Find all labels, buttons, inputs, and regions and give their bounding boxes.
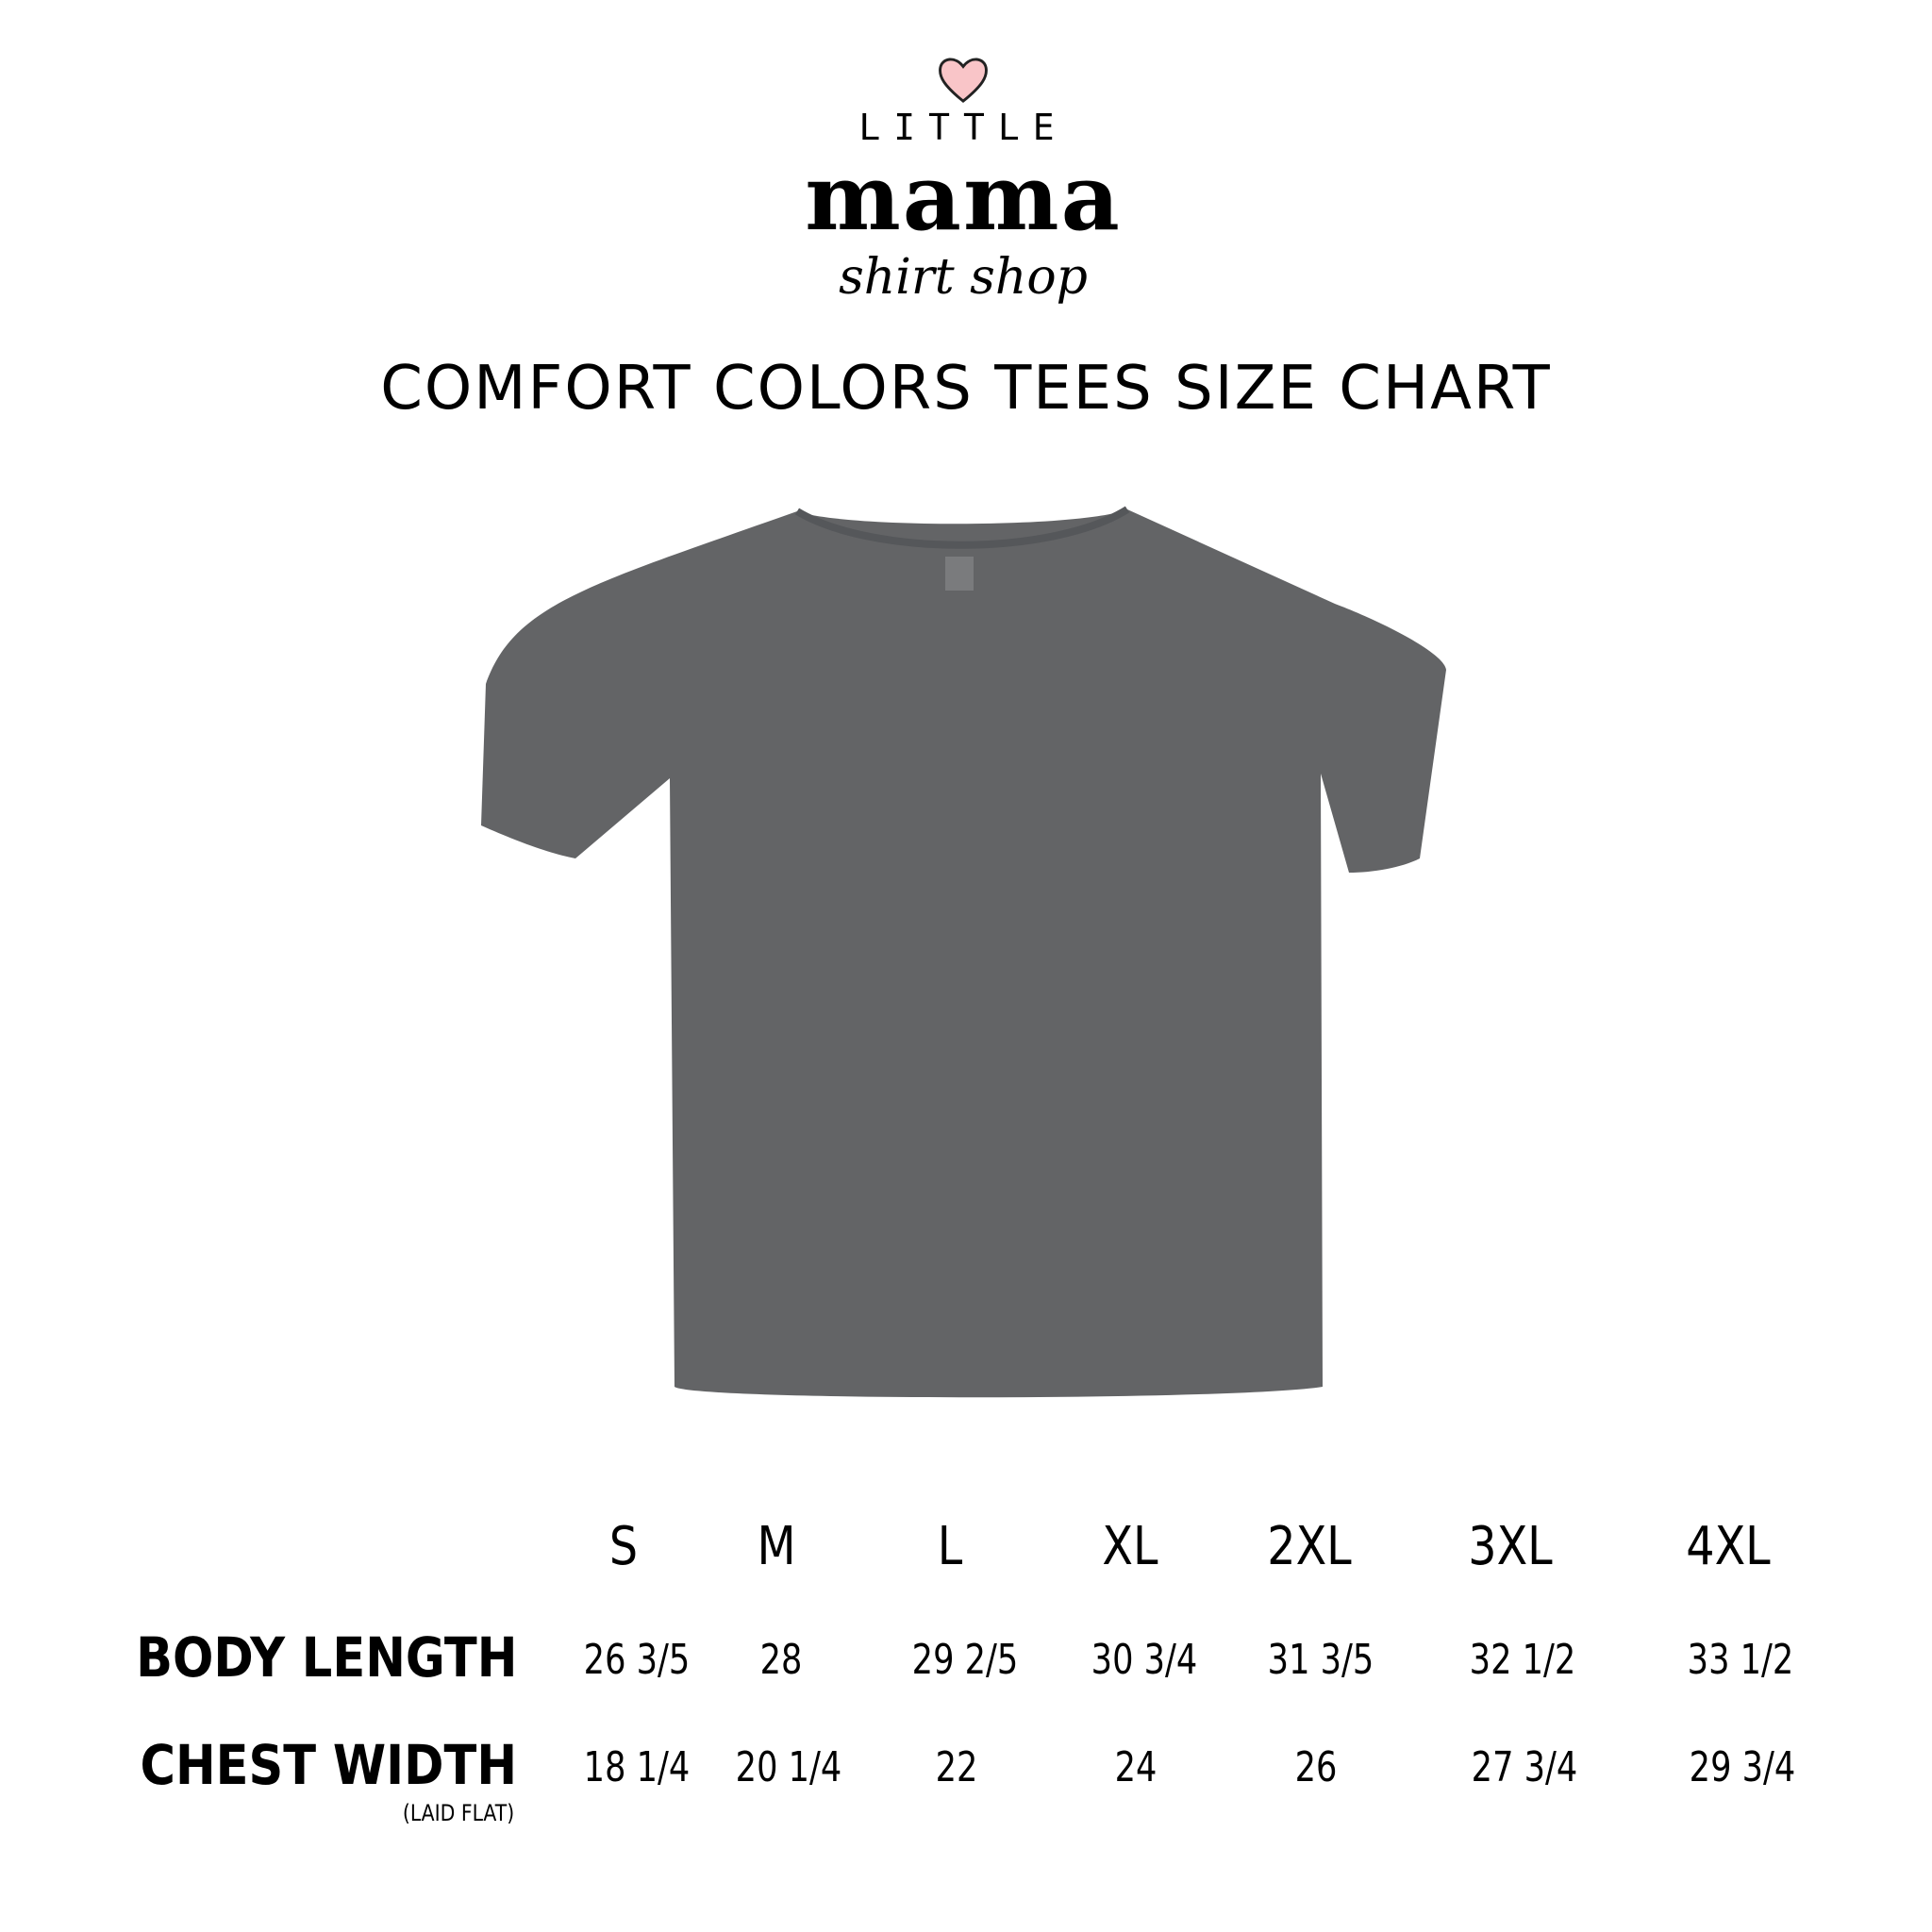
row-label-body-length: BODY LENGTH [135, 1625, 517, 1690]
heart-icon [939, 58, 988, 104]
t-shirt-image [481, 506, 1446, 1398]
logo-shirt-shop: shirt shop [839, 249, 1088, 306]
chest-width-value: 22 [935, 1743, 978, 1791]
body-length-value: 31 3/5 [1267, 1636, 1374, 1684]
chest-width-value: 20 1/4 [735, 1743, 842, 1791]
row-label-chest-width: CHEST WIDTH [140, 1733, 517, 1797]
page-title: COMFORT COLORS TEES SIZE CHART [380, 354, 1552, 424]
logo-mama: mama [805, 144, 1122, 251]
body-length-value: 26 3/5 [583, 1636, 691, 1684]
chest-width-value: 18 1/4 [583, 1743, 691, 1791]
size-header-l: L [937, 1516, 963, 1577]
size-header-4xl: 4XL [1686, 1516, 1771, 1577]
chest-width-value: 27 3/4 [1471, 1743, 1578, 1791]
body-length-value: 30 3/4 [1091, 1636, 1198, 1684]
body-length-value: 29 2/5 [911, 1636, 1019, 1684]
size-header-2xl: 2XL [1267, 1516, 1352, 1577]
size-header-s: S [608, 1516, 639, 1577]
size-header-3xl: 3XL [1468, 1516, 1553, 1577]
row-note-laid-flat: (LAID FLAT) [402, 1800, 514, 1826]
size-header-xl: XL [1102, 1516, 1158, 1577]
body-length-value: 32 1/2 [1469, 1636, 1576, 1684]
body-length-value: 33 1/2 [1687, 1636, 1794, 1684]
logo-little: LITTLE [858, 107, 1068, 148]
chest-width-value: 29 3/4 [1689, 1743, 1796, 1791]
chest-width-value: 24 [1114, 1743, 1158, 1791]
size-header-m: M [757, 1516, 796, 1577]
chest-width-value: 26 [1294, 1743, 1338, 1791]
body-length-value: 28 [759, 1636, 803, 1684]
